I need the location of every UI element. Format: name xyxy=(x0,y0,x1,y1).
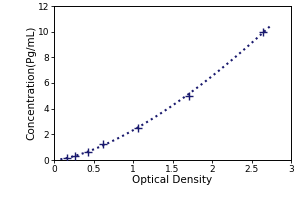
Y-axis label: Concentration(Pg/mL): Concentration(Pg/mL) xyxy=(26,26,36,140)
X-axis label: Optical Density: Optical Density xyxy=(132,175,213,185)
